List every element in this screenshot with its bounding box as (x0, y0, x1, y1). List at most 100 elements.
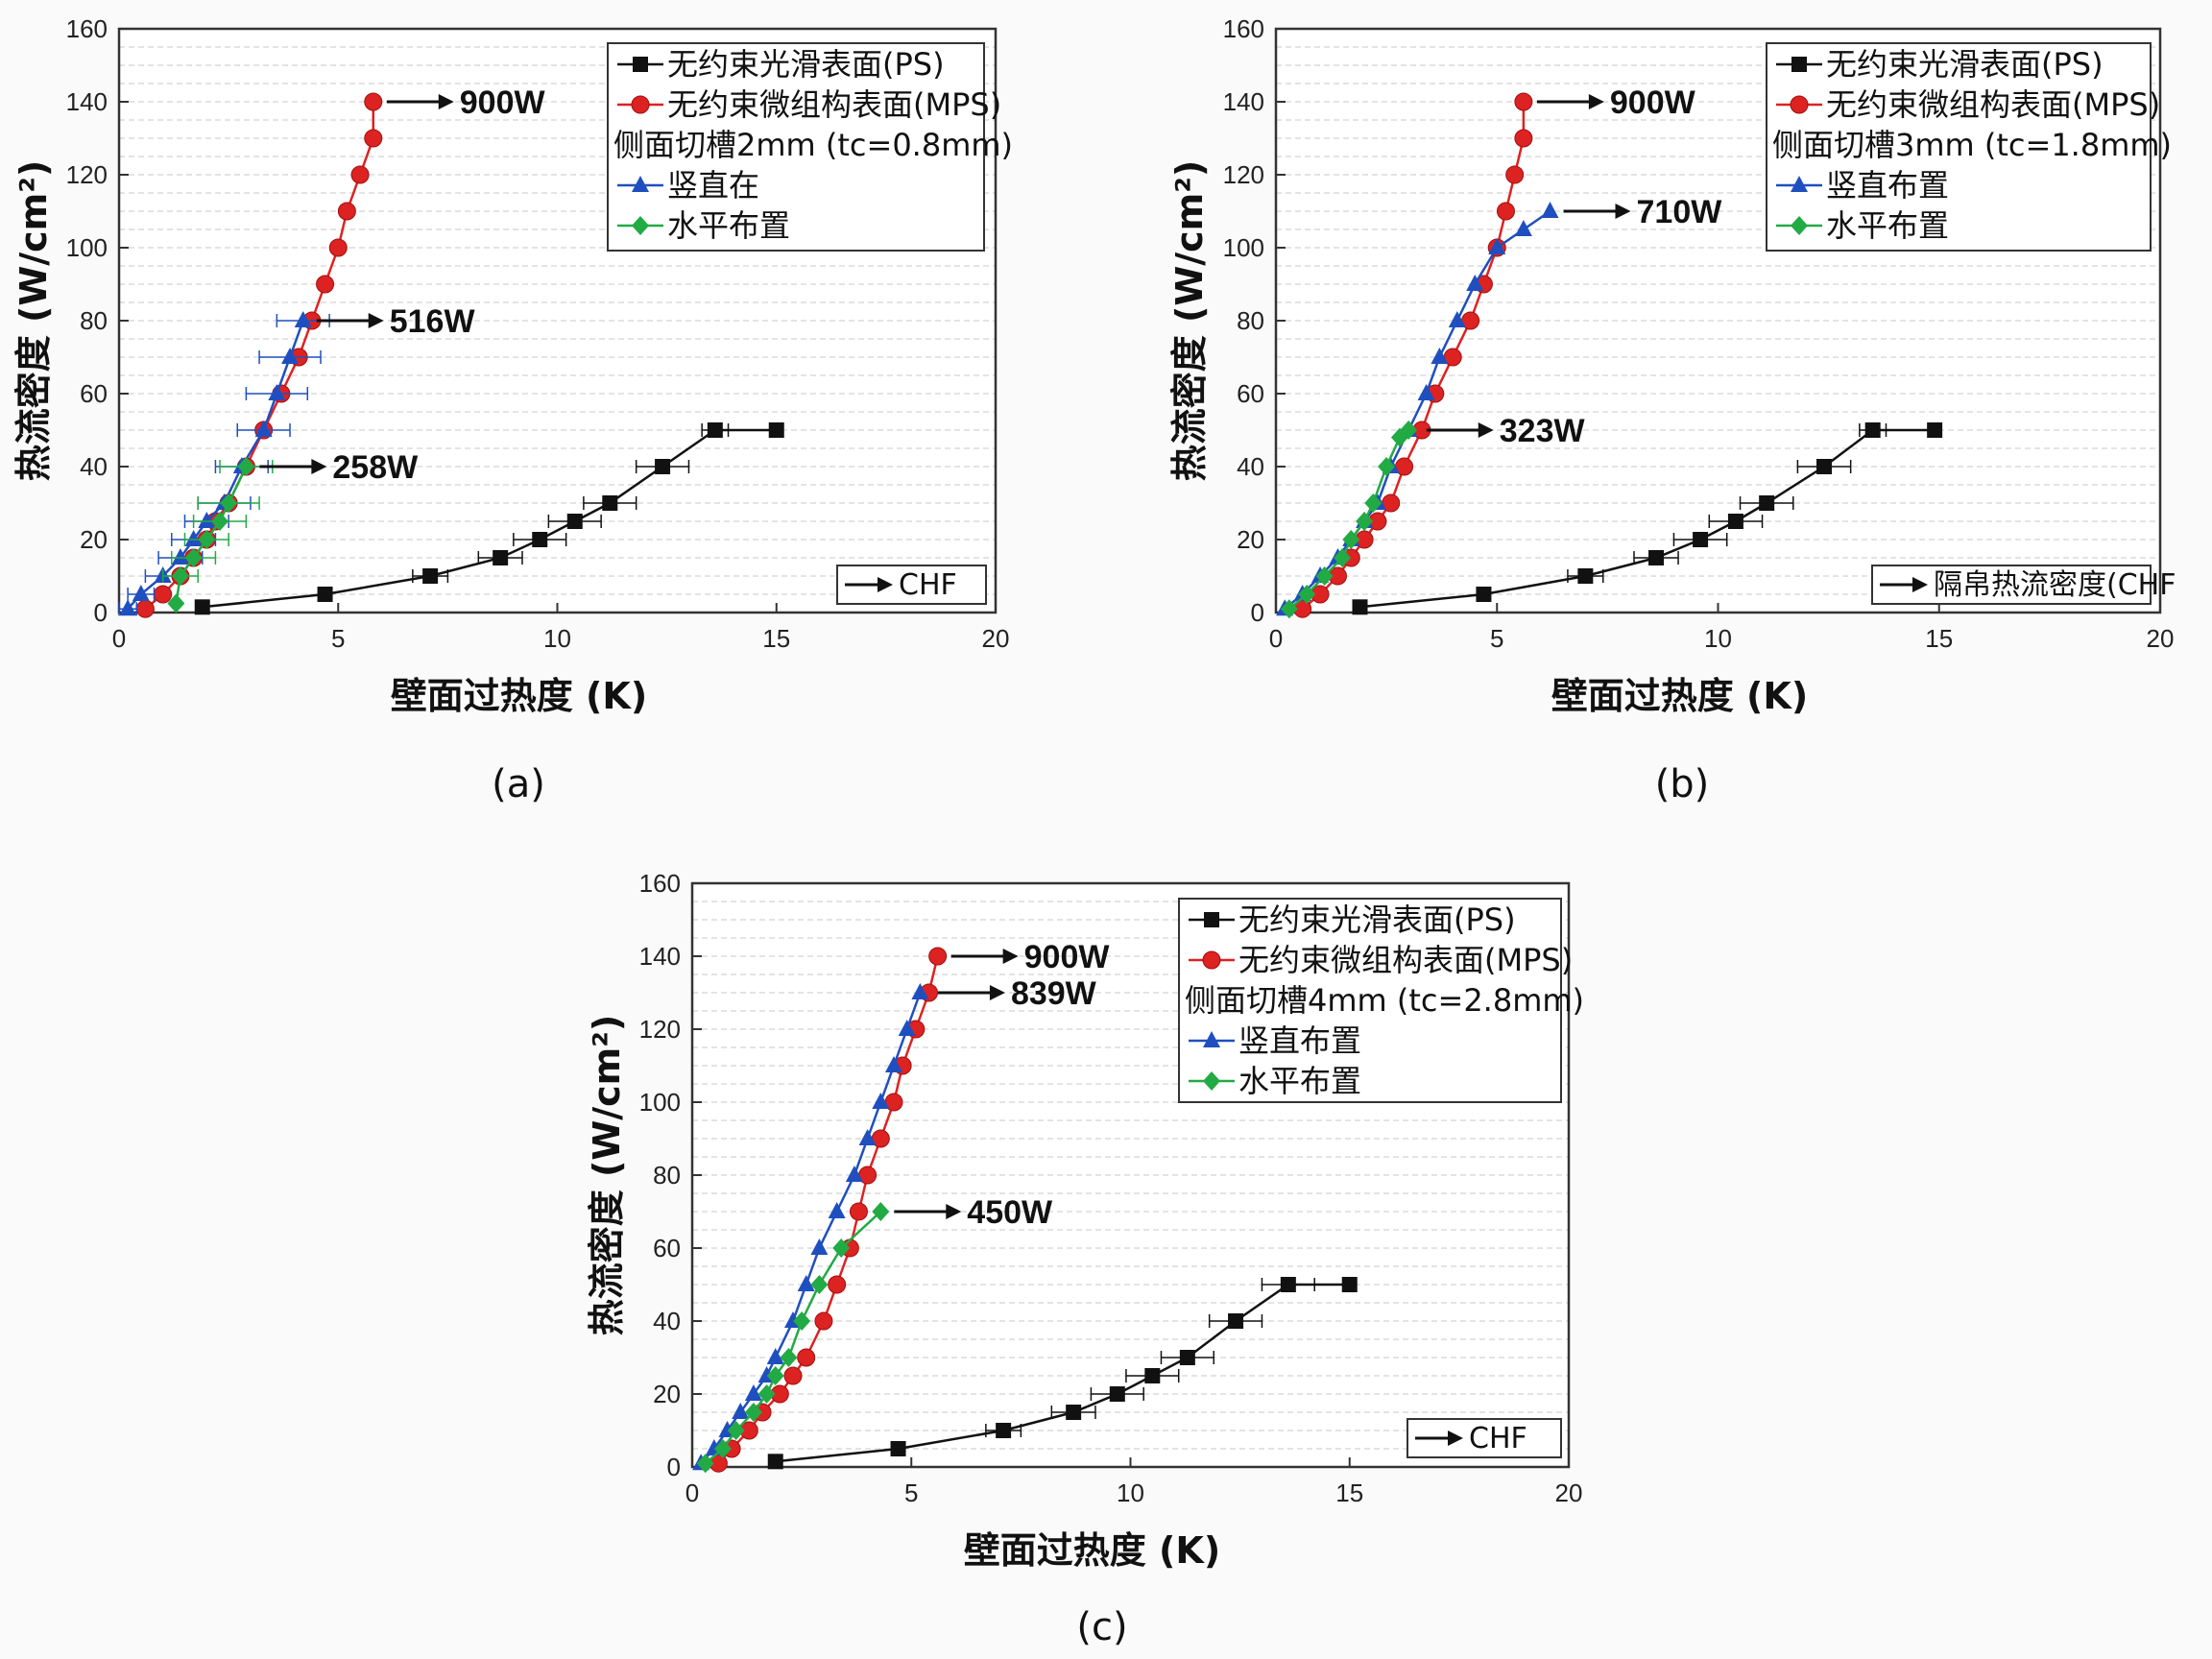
series-4 (1280, 421, 1418, 619)
series-1 (194, 422, 784, 615)
y-tick-label: 60 (653, 1234, 681, 1262)
legend-box (1178, 898, 1562, 1103)
data-point (566, 514, 583, 529)
data-point (898, 1020, 916, 1036)
legend-label: 无约束光滑表面(PS) (1826, 46, 2104, 83)
data-point (1179, 1350, 1195, 1365)
series-line (775, 1283, 1350, 1463)
data-point (198, 530, 216, 549)
legend-marker (1203, 1071, 1220, 1091)
legend-label: 无约束光滑表面(PS) (667, 46, 945, 83)
data-point (911, 983, 929, 999)
y-tick-label: 140 (1223, 87, 1264, 116)
legend-marker (1791, 176, 1808, 192)
data-point (996, 1423, 1012, 1438)
y-tick-label: 0 (94, 598, 108, 627)
data-point (1577, 568, 1594, 584)
data-point (1431, 348, 1449, 364)
data-point (872, 1093, 890, 1109)
annotation-arrow-head (438, 94, 454, 109)
data-point (1228, 1313, 1244, 1329)
chf-arrow-head (1448, 1431, 1463, 1446)
data-point (237, 457, 255, 476)
legend-label: 竖直在 (667, 167, 759, 204)
data-point (194, 599, 210, 615)
x-tick-label: 0 (685, 1479, 699, 1507)
y-tick-label: 60 (1237, 379, 1264, 408)
chf-label: CHF (899, 568, 957, 602)
x-tick-label: 20 (2147, 624, 2175, 653)
annotation-arrow-head (989, 985, 1005, 1000)
data-point (797, 1348, 816, 1367)
annotation-arrow-head (1615, 204, 1631, 219)
x-axis-title: 壁面过热度 (K) (391, 675, 647, 717)
data-point (184, 530, 203, 546)
annotation-arrow-head (1478, 422, 1494, 438)
data-point (797, 1275, 815, 1291)
legend-marker (1791, 216, 1808, 235)
data-point (1315, 566, 1334, 586)
annotation-arrow-head (368, 313, 384, 328)
data-point (167, 593, 185, 613)
annotation-arrow-head (311, 459, 327, 474)
x-tick-label: 5 (904, 1479, 918, 1507)
x-tick-label: 20 (982, 624, 1010, 653)
data-point (493, 550, 509, 565)
data-point (655, 459, 671, 474)
data-point (184, 548, 203, 567)
data-point (928, 947, 948, 966)
y-tick-label: 80 (1237, 306, 1264, 335)
series-4 (696, 1202, 890, 1474)
data-point (254, 421, 273, 437)
data-point (884, 1056, 902, 1072)
y-tick-label: 140 (639, 942, 681, 971)
data-point (1466, 275, 1484, 291)
series-line (202, 428, 777, 609)
data-point (1280, 599, 1298, 619)
chf-arrow-head (1912, 577, 1928, 592)
x-tick-label: 15 (1925, 624, 1953, 653)
legend-marker (632, 176, 649, 192)
x-tick-label: 5 (1490, 624, 1503, 653)
data-point (1342, 530, 1360, 549)
data-point (1541, 202, 1559, 218)
data-point (337, 202, 356, 221)
annotation-label: 258W (332, 449, 419, 486)
data-point (220, 493, 238, 513)
data-point (1334, 548, 1352, 567)
data-point (814, 1311, 833, 1331)
legend-label: 无约束微组构表面(MPS) (667, 86, 1001, 123)
legend-marker (633, 57, 648, 72)
data-point (532, 532, 548, 547)
legend-label: 竖直布置 (1238, 1022, 1361, 1059)
data-point (316, 275, 335, 294)
data-point (1514, 92, 1533, 111)
legend: 无约束光滑表面(PS)无约束微组构表面(MPS) 侧面切槽3mm (tc=1.8m… (1766, 42, 2172, 252)
annotation-label: 839W (1011, 975, 1097, 1012)
y-axis-title: 热流密度 (W/cm²) (586, 1015, 628, 1336)
chart-panel-2: 0 20 40 60 80 100 120 140 160 0 5 10 15 20 壁面过热度 (K) 热流… (1168, 14, 2176, 806)
data-point (1759, 495, 1775, 511)
data-point (1066, 1405, 1082, 1420)
annotation-arrow-head (946, 1204, 962, 1219)
y-tick-label: 100 (639, 1088, 681, 1117)
chf-legend: CHF (1407, 1418, 1562, 1458)
annotation-arrow-head (1588, 94, 1604, 109)
x-tick-label: 15 (762, 624, 790, 653)
data-point (317, 587, 333, 602)
y-tick-label: 160 (66, 14, 108, 43)
legend-label: 侧面切槽4mm (tc=2.8mm) (1185, 982, 1584, 1019)
legend-label: 无约束微组构表面(MPS) (1826, 86, 2160, 123)
panel-label: (c) (1076, 1605, 1127, 1649)
series-line (1284, 209, 1551, 611)
data-point (1496, 202, 1515, 221)
data-point (744, 1403, 762, 1422)
y-tick-label: 140 (66, 87, 108, 116)
data-point (828, 1275, 847, 1294)
annotation-arrow-head (1002, 949, 1019, 964)
data-point (281, 348, 300, 364)
x-axis-title: 壁面过热度 (K) (1551, 675, 1808, 717)
data-point (422, 568, 439, 584)
x-tick-label: 15 (1335, 1479, 1363, 1507)
data-point (1280, 1277, 1296, 1292)
